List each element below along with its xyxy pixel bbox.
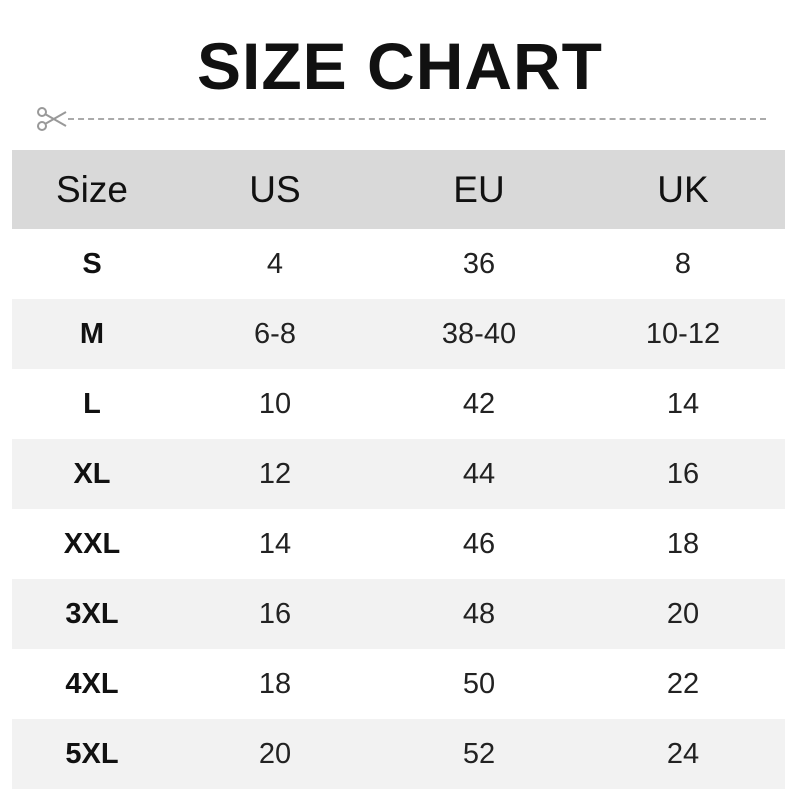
table-row: M 6-8 38-40 10-12 (12, 299, 785, 369)
table-row: 3XL 16 48 20 (12, 579, 785, 649)
scissors-icon (37, 107, 67, 131)
table-header: Size US EU UK (12, 150, 785, 229)
us-cell: 6-8 (254, 317, 296, 350)
header-us: US (249, 168, 301, 210)
size-table: Size US EU UK S 4 36 8 M 6-8 38-40 10-12 L 10 42 14… (12, 150, 785, 789)
eu-cell: 52 (462, 737, 496, 770)
table-row: 5XL 20 52 24 (12, 719, 785, 789)
eu-cell: 36 (462, 247, 496, 280)
table-row: 4XL 18 50 22 (12, 649, 785, 719)
eu-cell: 42 (462, 387, 496, 420)
size-cell: L (83, 387, 101, 420)
header-uk: UK (657, 168, 709, 210)
table-row: XXL 14 46 18 (12, 509, 785, 579)
size-cell: S (82, 247, 102, 280)
header-size: Size (56, 168, 128, 210)
size-cell: M (79, 317, 105, 350)
uk-cell: 24 (666, 737, 700, 770)
us-cell: 4 (266, 247, 284, 280)
size-cell: 4XL (65, 667, 119, 700)
us-cell: 18 (258, 667, 292, 700)
cut-line (36, 106, 766, 132)
table-row: XL 12 44 16 (12, 439, 785, 509)
us-cell: 16 (258, 597, 292, 630)
uk-cell: 8 (674, 247, 692, 280)
us-cell: 12 (258, 457, 292, 490)
size-cell: 3XL (65, 597, 119, 630)
table-row: S 4 36 8 (12, 229, 785, 299)
eu-cell: 48 (462, 597, 496, 630)
us-cell: 14 (258, 527, 292, 560)
uk-cell: 22 (666, 667, 700, 700)
eu-cell: 50 (462, 667, 496, 700)
size-cell: 5XL (65, 737, 119, 770)
eu-cell: 46 (462, 527, 496, 560)
uk-cell: 14 (666, 387, 700, 420)
size-cell: XL (73, 457, 111, 490)
uk-cell: 16 (666, 457, 700, 490)
eu-cell: 38-40 (441, 317, 517, 350)
dashed-line (68, 118, 766, 120)
eu-cell: 44 (462, 457, 496, 490)
us-cell: 10 (258, 387, 292, 420)
header-eu: EU (453, 168, 505, 210)
uk-cell: 20 (666, 597, 700, 630)
uk-cell: 10-12 (645, 317, 721, 350)
page-title: SIZE CHART (197, 29, 603, 103)
table-row: L 10 42 14 (12, 369, 785, 439)
uk-cell: 18 (666, 527, 700, 560)
size-cell: XXL (63, 527, 121, 560)
us-cell: 20 (258, 737, 292, 770)
